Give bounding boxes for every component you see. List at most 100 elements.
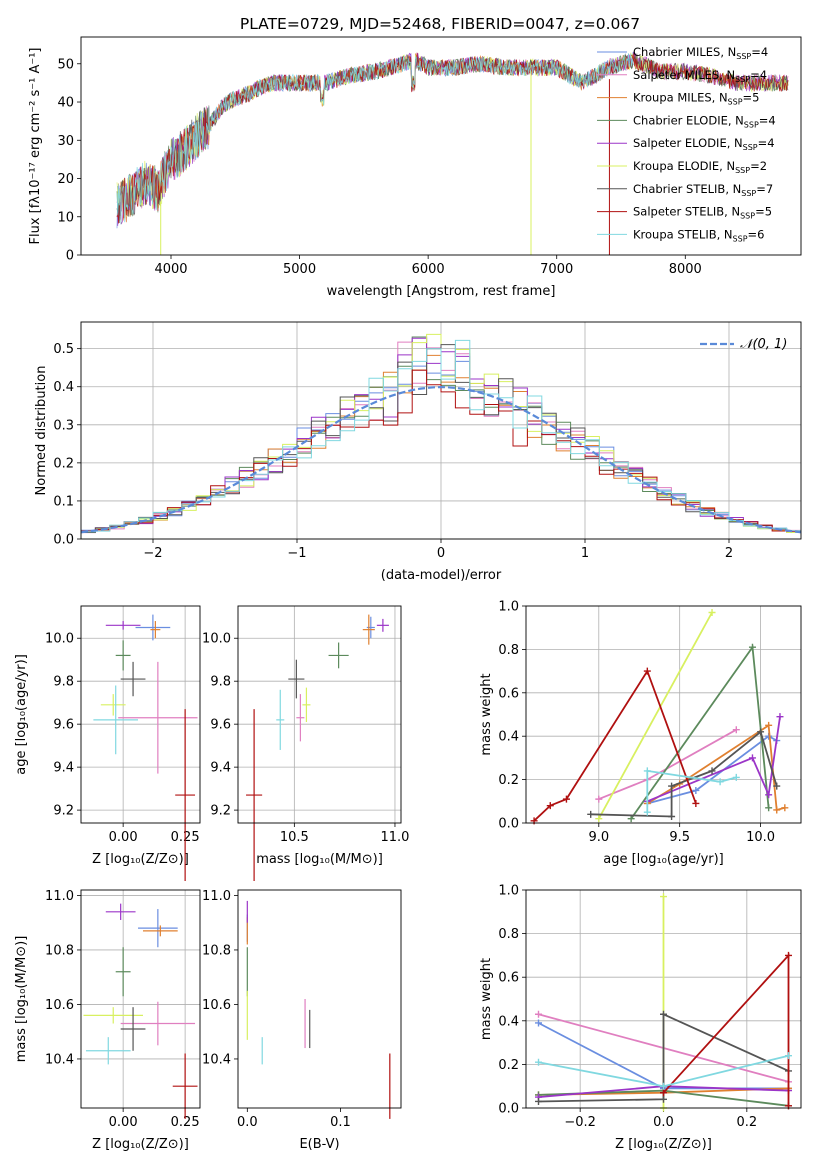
legend-entry: Kroupa STELIB, NSSP=6 — [633, 227, 764, 243]
legend-entry: Chabrier MILES, NSSP=4 — [633, 45, 768, 61]
y-axis-label: mass weight — [479, 673, 494, 755]
axes-mass-vs-Z: 0.00 0.25 10.4 10.6 10.8 11.0 Z [log₁₀(Z/Z⊙)] m… — [14, 889, 201, 1152]
y-tick-label: 0.0 — [498, 1102, 519, 1117]
weight-marker — [785, 951, 792, 959]
errorbar-point — [135, 614, 171, 641]
weight-line-6 — [538, 1012, 789, 1103]
y-tick-label: 9.6 — [210, 718, 231, 733]
errorbar-point — [302, 687, 311, 723]
errorbar-point — [105, 621, 141, 630]
weight-marker — [732, 726, 740, 734]
weight-marker — [587, 810, 595, 818]
weight-marker — [765, 721, 773, 729]
axes-frame — [80, 321, 802, 540]
weight-marker — [535, 1058, 542, 1066]
y-tick-label: 10.4 — [45, 1052, 74, 1067]
weight-line-7 — [662, 953, 790, 1106]
x-tick-label: 0 — [437, 546, 445, 561]
y-tick-label: 10.0 — [202, 632, 231, 647]
legend-entry: Salpeter STELIB, NSSP=5 — [633, 205, 772, 221]
axes-frame — [80, 605, 201, 824]
legend-name: Kroupa MILES, N — [633, 91, 728, 105]
legend-count: =4 — [758, 136, 775, 150]
errorbar-point — [172, 1053, 198, 1119]
y-axis-label: mass weight — [479, 958, 494, 1040]
weight-marker — [535, 1010, 542, 1018]
y-tick-label: 9.2 — [53, 804, 74, 819]
y-tick-label: 9.4 — [210, 761, 231, 776]
y-axis-label: Normed distribution — [34, 366, 49, 496]
histogram-series-6 — [81, 344, 801, 534]
x-tick-label: −2 — [143, 546, 162, 561]
axes-residuals: −2 −1 0 1 2 0.0 0.1 0.2 0.3 0.4 0.5 (data-model)/er… — [34, 321, 802, 583]
y-tick-label: 0.2 — [498, 1058, 519, 1073]
axes-frame — [237, 889, 402, 1109]
x-axis-label: (data-model)/error — [381, 568, 502, 583]
y-tick-label: 10.6 — [202, 998, 231, 1013]
y-tick-label: 0.4 — [498, 730, 519, 745]
x-tick-label: 0.2 — [736, 1115, 757, 1130]
weight-line-3 — [630, 644, 770, 820]
y-tick-label: 10 — [57, 210, 74, 225]
y-tick-label: 10.0 — [45, 632, 74, 647]
legend-subscript: SSP — [735, 166, 750, 175]
weight-marker — [668, 812, 676, 820]
legend-count: =5 — [755, 205, 772, 219]
legend-name: Salpeter STELIB, N — [633, 205, 740, 219]
axes-age-vs-mass: 10.5 11.0 9.2 9.4 9.6 9.8 10.0 mass [log₁₀(M/M⊙… — [202, 605, 409, 882]
weight-marker — [660, 1010, 667, 1018]
figure-title: PLATE=0729, MJD=52468, FIBERID=0047, z=0… — [240, 15, 640, 33]
errorbar-point — [138, 909, 178, 948]
y-tick-label: 20 — [57, 172, 74, 187]
y-axis-label: Flux [fλ10⁻¹⁷ erg cm⁻² s⁻¹ A⁻¹] — [28, 48, 43, 245]
y-tick-label: 9.4 — [53, 761, 74, 776]
x-tick-label: 2 — [725, 546, 733, 561]
weight-marker — [765, 791, 773, 799]
x-tick-label: −1 — [287, 546, 306, 561]
y-tick-label: 0.8 — [498, 927, 519, 942]
y-tick-label: 11.0 — [45, 889, 74, 904]
y-tick-label: 9.2 — [210, 804, 231, 819]
x-axis-label: wavelength [Angstrom, rest frame] — [327, 284, 556, 299]
legend-count: =5 — [743, 91, 760, 105]
errorbar-point — [246, 709, 263, 882]
errorbar-point — [120, 1007, 146, 1051]
legend-entry: 𝒩(0, 1) — [740, 337, 787, 352]
y-tick-label: 1.0 — [498, 884, 519, 899]
legend-count: =4 — [751, 45, 768, 59]
weight-marker — [595, 815, 603, 823]
weight-marker — [716, 778, 724, 786]
errorbar-point — [93, 685, 139, 755]
legend-name: Chabrier MILES, N — [633, 45, 736, 59]
y-tick-label: 0.4 — [53, 380, 74, 395]
x-axis-label: Z [log₁₀(Z/Z⊙)] — [92, 852, 189, 867]
weight-marker — [668, 782, 676, 790]
weight-marker — [781, 804, 789, 812]
errorbar-point — [366, 616, 375, 639]
y-tick-label: 9.8 — [210, 675, 231, 690]
legend-entry: Kroupa MILES, NSSP=5 — [633, 91, 759, 107]
axes-mass-vs-EBV: 0.0 0.1 10.4 10.6 10.8 11.0 E(B-V) — [202, 889, 402, 1152]
y-tick-label: 0.2 — [498, 773, 519, 788]
x-tick-label: −0.2 — [564, 1115, 596, 1130]
legend-subscript: SSP — [744, 120, 759, 129]
weight-marker — [776, 713, 784, 721]
errorbar-point — [296, 694, 305, 742]
axes-frame — [525, 889, 802, 1109]
errorbar-point — [100, 694, 126, 716]
errorbar-point — [288, 659, 305, 699]
gaussian-reference-line — [81, 385, 801, 534]
y-tick-label: 0.2 — [53, 456, 74, 471]
x-tick-label: 0.25 — [171, 1115, 200, 1130]
axes-frame — [525, 605, 802, 824]
spectrum-lines — [116, 51, 789, 255]
axes-frame — [80, 889, 201, 1109]
x-tick-label: 9.0 — [588, 830, 609, 845]
weight-line-6 — [590, 730, 778, 818]
legend-subscript: SSP — [740, 212, 755, 221]
legend-subscript: SSP — [728, 98, 743, 107]
y-tick-label: 11.0 — [202, 889, 231, 904]
errorbar-point — [376, 618, 389, 632]
errorbar-point — [115, 947, 131, 997]
weight-marker — [708, 609, 716, 617]
